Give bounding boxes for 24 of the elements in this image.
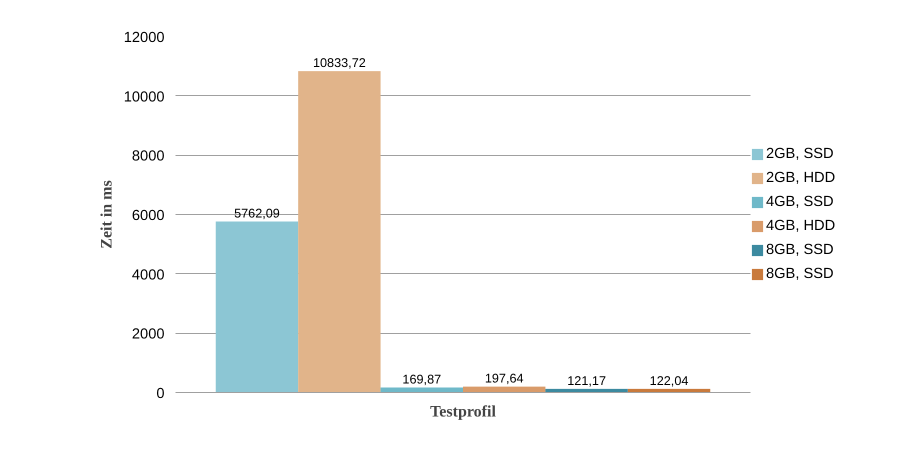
- legend-label: 2GB, SSD: [766, 146, 834, 162]
- y-tick-label: 0: [156, 386, 165, 402]
- bar: [298, 71, 381, 392]
- data-label: 169,87: [402, 372, 442, 386]
- data-label: 122,04: [650, 374, 688, 388]
- data-label: 5762,09: [234, 206, 280, 221]
- y-tick-label: 4000: [132, 267, 165, 284]
- y-tick-label: 2000: [132, 326, 165, 343]
- y-tick-label: 10000: [124, 89, 165, 106]
- y-tick-label: 8000: [132, 148, 165, 165]
- legend-label: 2GB, HDD: [766, 170, 836, 186]
- x-axis-title: Testprofil: [430, 404, 496, 420]
- legend-label: 4GB, HDD: [766, 218, 836, 234]
- legend-label: 4GB, SSD: [766, 194, 834, 210]
- legend-label: 8GB, SSD: [766, 266, 834, 282]
- data-label: 121,17: [567, 374, 606, 388]
- y-tick-label: 12000: [124, 30, 165, 46]
- bar: [463, 386, 546, 392]
- y-tick-label: 6000: [132, 208, 165, 224]
- bar: [216, 222, 298, 392]
- y-axis-title: Zeit in ms: [98, 180, 116, 249]
- legend-label: 8GB, SSD: [766, 242, 834, 258]
- data-label: 197,64: [484, 372, 524, 386]
- data-label: 10833,72: [312, 56, 366, 70]
